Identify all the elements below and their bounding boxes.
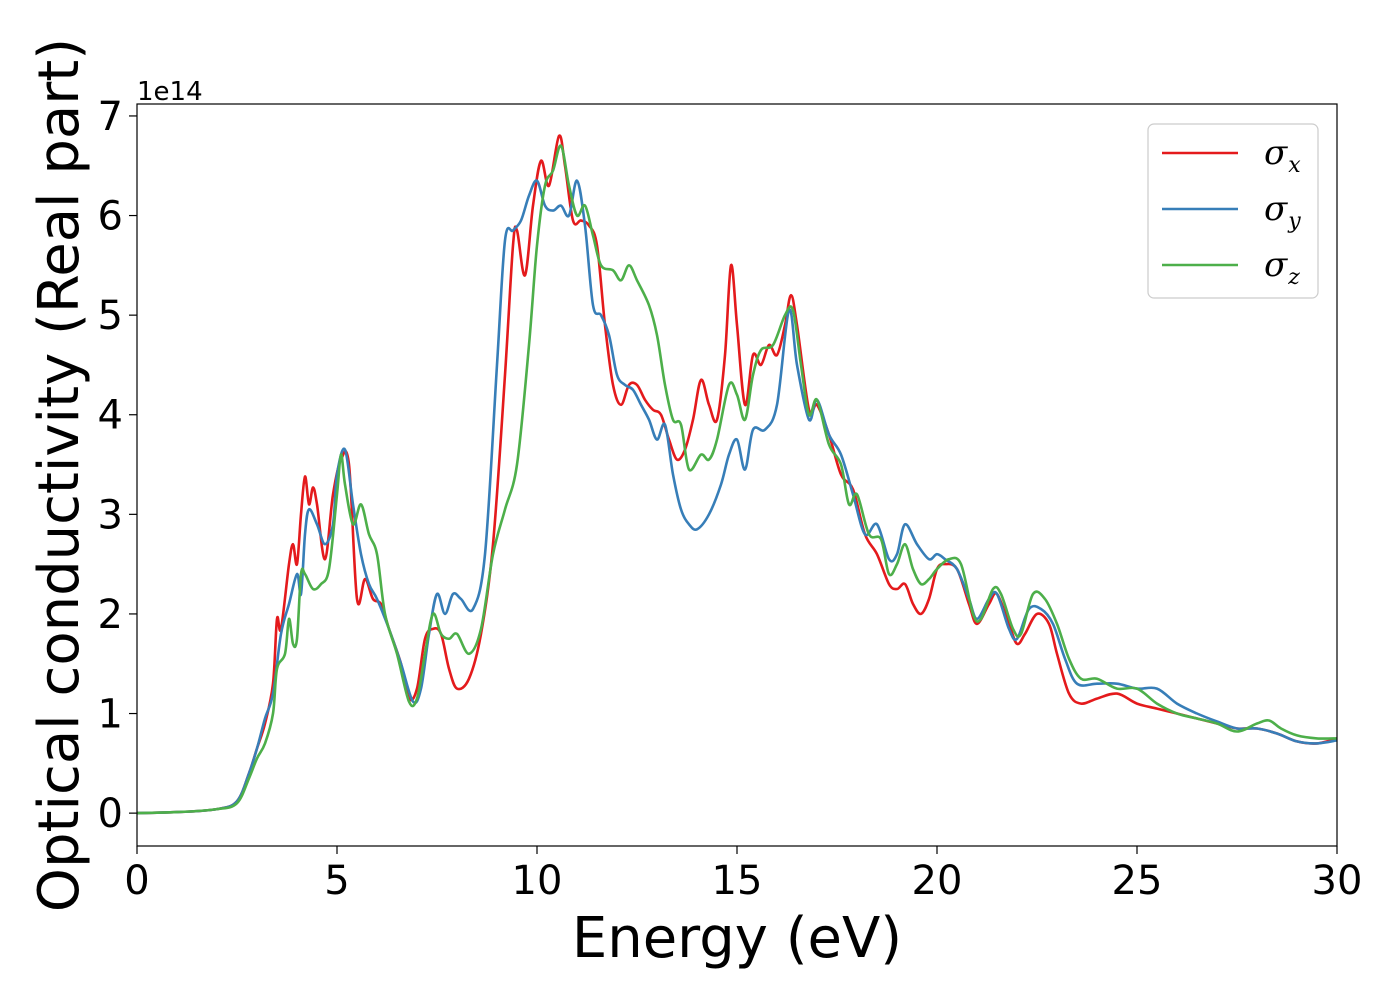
x-tick-label: 5 [324,858,349,904]
y-tick-label: 5 [98,293,123,339]
y-tick-label: 3 [98,492,123,538]
x-tick-label: 30 [1312,858,1363,904]
y-tick-label: 6 [98,194,123,240]
x-axis-title: Energy (eV) [572,906,902,971]
series-layer [136,134,1338,815]
x-tick-label: 0 [124,858,149,904]
x-tick-label: 10 [512,858,563,904]
y-tick-label: 4 [98,393,123,439]
x-tick-label: 15 [712,858,763,904]
y-tick-label: 2 [98,592,123,638]
series-line-y [136,179,1338,815]
legend-box [1147,123,1319,299]
x-tick-label: 20 [912,858,963,904]
y-tick-label: 1 [98,692,123,738]
y-axis-title: Optical conductivity (Real part) [27,38,92,912]
y-tick-label: 0 [98,791,123,837]
y-axis-ticks: 0 1 2 3 4 5 6 7 [98,94,137,837]
series-line-z [136,144,1338,815]
x-tick-label: 25 [1112,858,1163,904]
y-tick-label: 7 [98,94,123,140]
x-axis-ticks: 0 5 10 15 20 25 30 [124,846,1362,904]
y-offset-label: 1e14 [137,77,203,107]
